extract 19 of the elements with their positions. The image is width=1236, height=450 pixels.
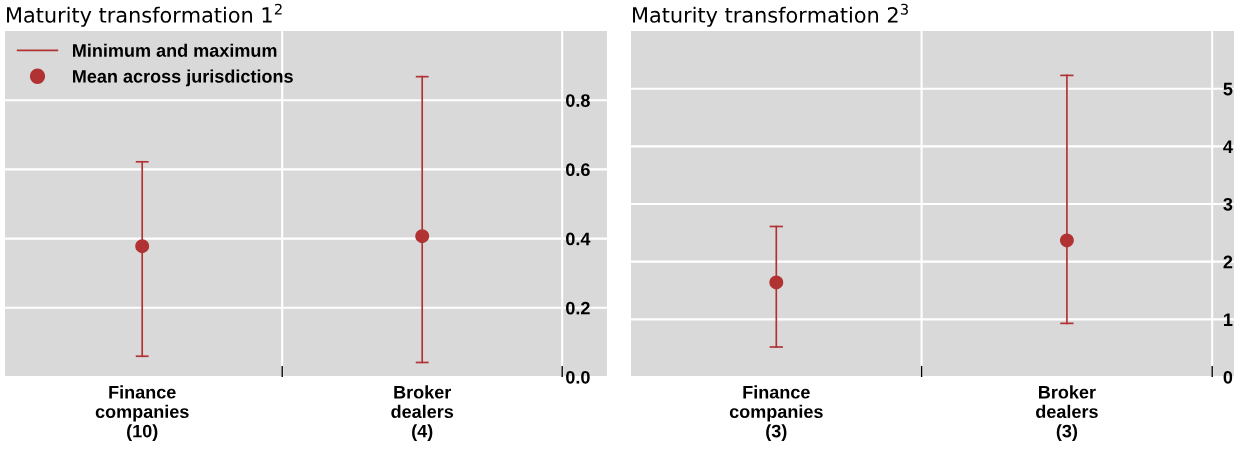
x-tick-label: Broker dealers (3) xyxy=(1036,385,1098,442)
chart-title: Maturity transformation 1$^{2}$ xyxy=(7,3,282,27)
y-tick-label: 0.2 xyxy=(566,301,590,315)
legend-label: Minimum and maximum xyxy=(73,43,277,57)
y-tick-label: 0.0 xyxy=(566,370,590,384)
y-tick-label: 0.8 xyxy=(566,94,590,107)
legend-label: Mean across jurisdictions xyxy=(73,69,293,87)
chart-title: Maturity transformation 2$^{3}$ xyxy=(633,3,908,27)
y-tick-label: 5 xyxy=(1223,82,1233,96)
y-tick-label: 1 xyxy=(1224,313,1233,326)
x-tick-label: Finance companies (10) xyxy=(95,385,189,442)
y-tick-label: 0 xyxy=(1223,370,1233,384)
x-tick-label: Finance companies (3) xyxy=(729,385,823,442)
y-tick-label: 0.4 xyxy=(566,232,591,246)
y-tick-label: 4 xyxy=(1223,140,1233,153)
y-tick-label: 0.6 xyxy=(566,163,590,177)
y-tick-label: 3 xyxy=(1223,197,1233,211)
y-tick-label: 2 xyxy=(1223,255,1233,269)
x-tick-label: Broker dealers (4) xyxy=(391,385,454,442)
